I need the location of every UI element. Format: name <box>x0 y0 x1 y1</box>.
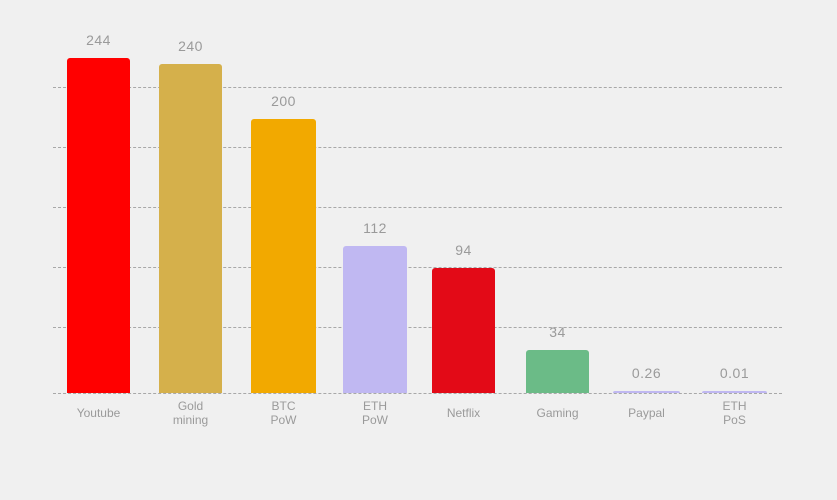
bar <box>613 391 680 393</box>
category-label-line1: ETH <box>363 399 387 413</box>
category-label-line1: BTC <box>271 399 296 413</box>
bar <box>702 391 767 393</box>
bar <box>343 246 407 393</box>
category-label-line2: PoW <box>361 413 388 427</box>
category-label-line1: ETH <box>722 399 747 413</box>
gridline <box>53 87 782 88</box>
bar-value-label: 0.01 <box>719 365 750 381</box>
category-label-line1: Gaming <box>536 406 579 420</box>
gridline <box>53 327 782 328</box>
bar <box>432 268 495 393</box>
bar <box>67 58 130 393</box>
gridline <box>53 267 782 268</box>
category-label: ETH PoW <box>330 399 420 427</box>
category-label: Gaming <box>513 406 603 420</box>
category-label-line2: mining <box>172 413 209 427</box>
category-label-line2: PoW <box>270 413 297 427</box>
category-label: ETH PoS <box>690 399 780 427</box>
baseline <box>53 393 782 394</box>
bar-value-label: 244 <box>86 32 111 48</box>
bar-value-label: 200 <box>271 93 296 109</box>
bar <box>159 64 222 393</box>
category-label: BTC PoW <box>239 399 329 427</box>
category-label-line1: Gold <box>177 399 204 413</box>
category-label: Gold mining <box>146 399 236 427</box>
bar-value-label: 240 <box>178 38 203 54</box>
bar-value-label: 94 <box>455 242 472 258</box>
bar-value-label: 34 <box>549 324 566 340</box>
category-label: Youtube <box>54 406 144 420</box>
bar-value-label: 0.26 <box>631 365 662 381</box>
category-label-line2: PoS <box>723 413 746 427</box>
bar <box>526 350 589 393</box>
category-label: Paypal <box>602 406 692 420</box>
gridline <box>53 147 782 148</box>
bar-value-label: 112 <box>363 220 387 236</box>
category-label-line1: Youtube <box>76 406 121 420</box>
bar <box>251 119 316 393</box>
category-label-line1: Netflix <box>446 406 481 420</box>
category-label: Netflix <box>419 406 509 420</box>
category-label-line1: Paypal <box>628 406 665 420</box>
gridline <box>53 207 782 208</box>
